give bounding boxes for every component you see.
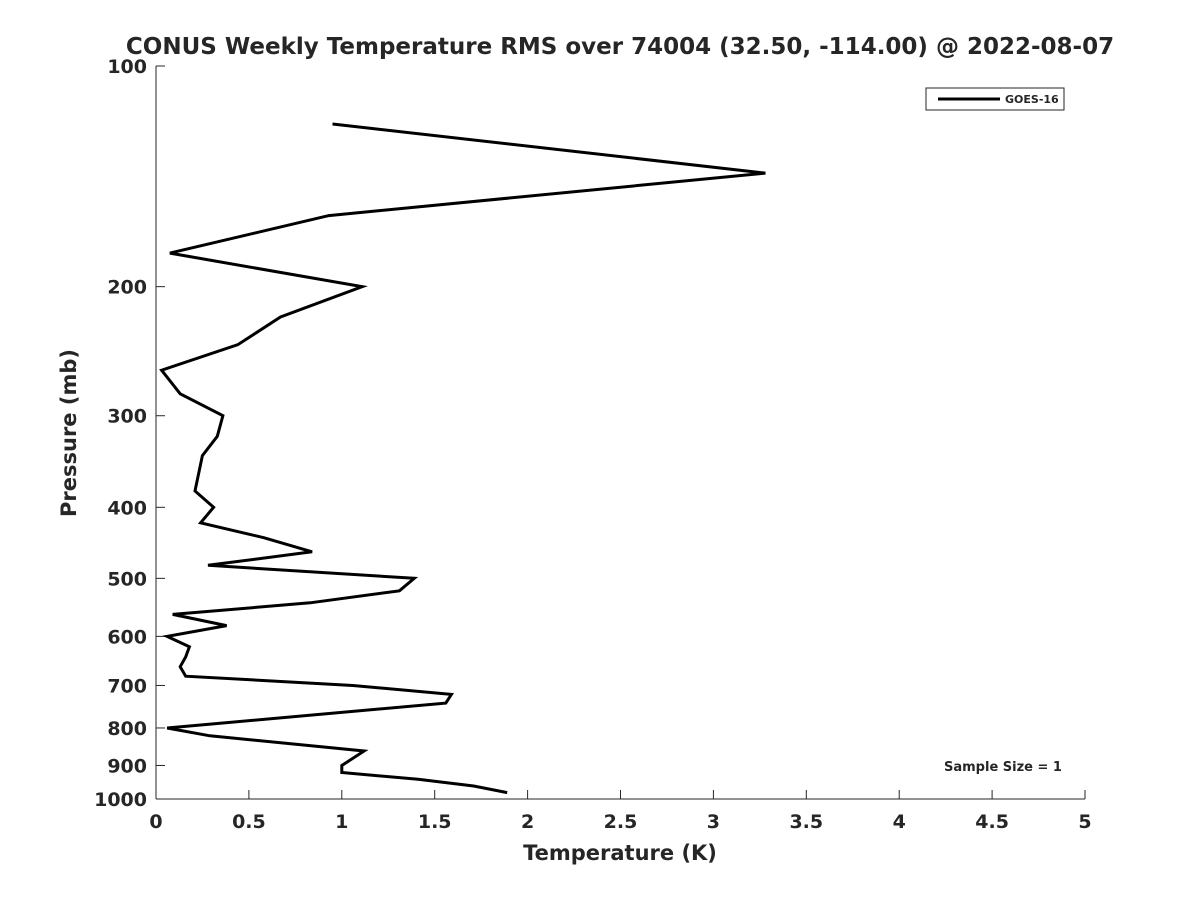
x-tick-label: 0.5: [232, 811, 266, 833]
x-tick-label: 0: [149, 811, 162, 833]
legend: GOES-16: [925, 87, 1065, 111]
y-tick-label: 400: [107, 497, 147, 519]
x-tick-label: 1: [335, 811, 348, 833]
chart-title: CONUS Weekly Temperature RMS over 74004 …: [126, 34, 1114, 60]
x-tick-label: 4.5: [975, 811, 1009, 833]
x-tick-label: 3.5: [789, 811, 823, 833]
x-tick-label: 5: [1078, 811, 1091, 833]
y-tick-label: 800: [107, 718, 147, 740]
y-axis-label: Pressure (mb): [57, 349, 81, 517]
sample-size-annotation: Sample Size = 1: [944, 760, 1062, 775]
axes: 0 0.5 1 1.5 2 2.5 3 3.5 4 4.5 5 100 200 300 400 500 600 7…: [94, 56, 1092, 833]
series-line-goes16: [159, 122, 766, 795]
plot-lines: [159, 122, 766, 795]
y-tick-label: 700: [107, 675, 147, 697]
y-tick-label: 100: [107, 56, 147, 78]
y-tick-label: 300: [107, 406, 147, 428]
x-tick-label: 4: [893, 811, 906, 833]
y-tick-label: 900: [107, 755, 147, 777]
y-tick-label: 200: [107, 277, 147, 299]
y-tick-label: 600: [107, 626, 147, 648]
x-tick-label: 3: [707, 811, 720, 833]
y-tick-label: 500: [107, 568, 147, 590]
x-tick-label: 2.5: [604, 811, 638, 833]
y-tick-label: 1000: [94, 789, 147, 811]
legend-label-goes16: GOES-16: [1005, 93, 1059, 106]
x-tick-label: 1.5: [418, 811, 452, 833]
x-tick-label: 2: [521, 811, 534, 833]
x-axis-label: Temperature (K): [523, 841, 717, 865]
